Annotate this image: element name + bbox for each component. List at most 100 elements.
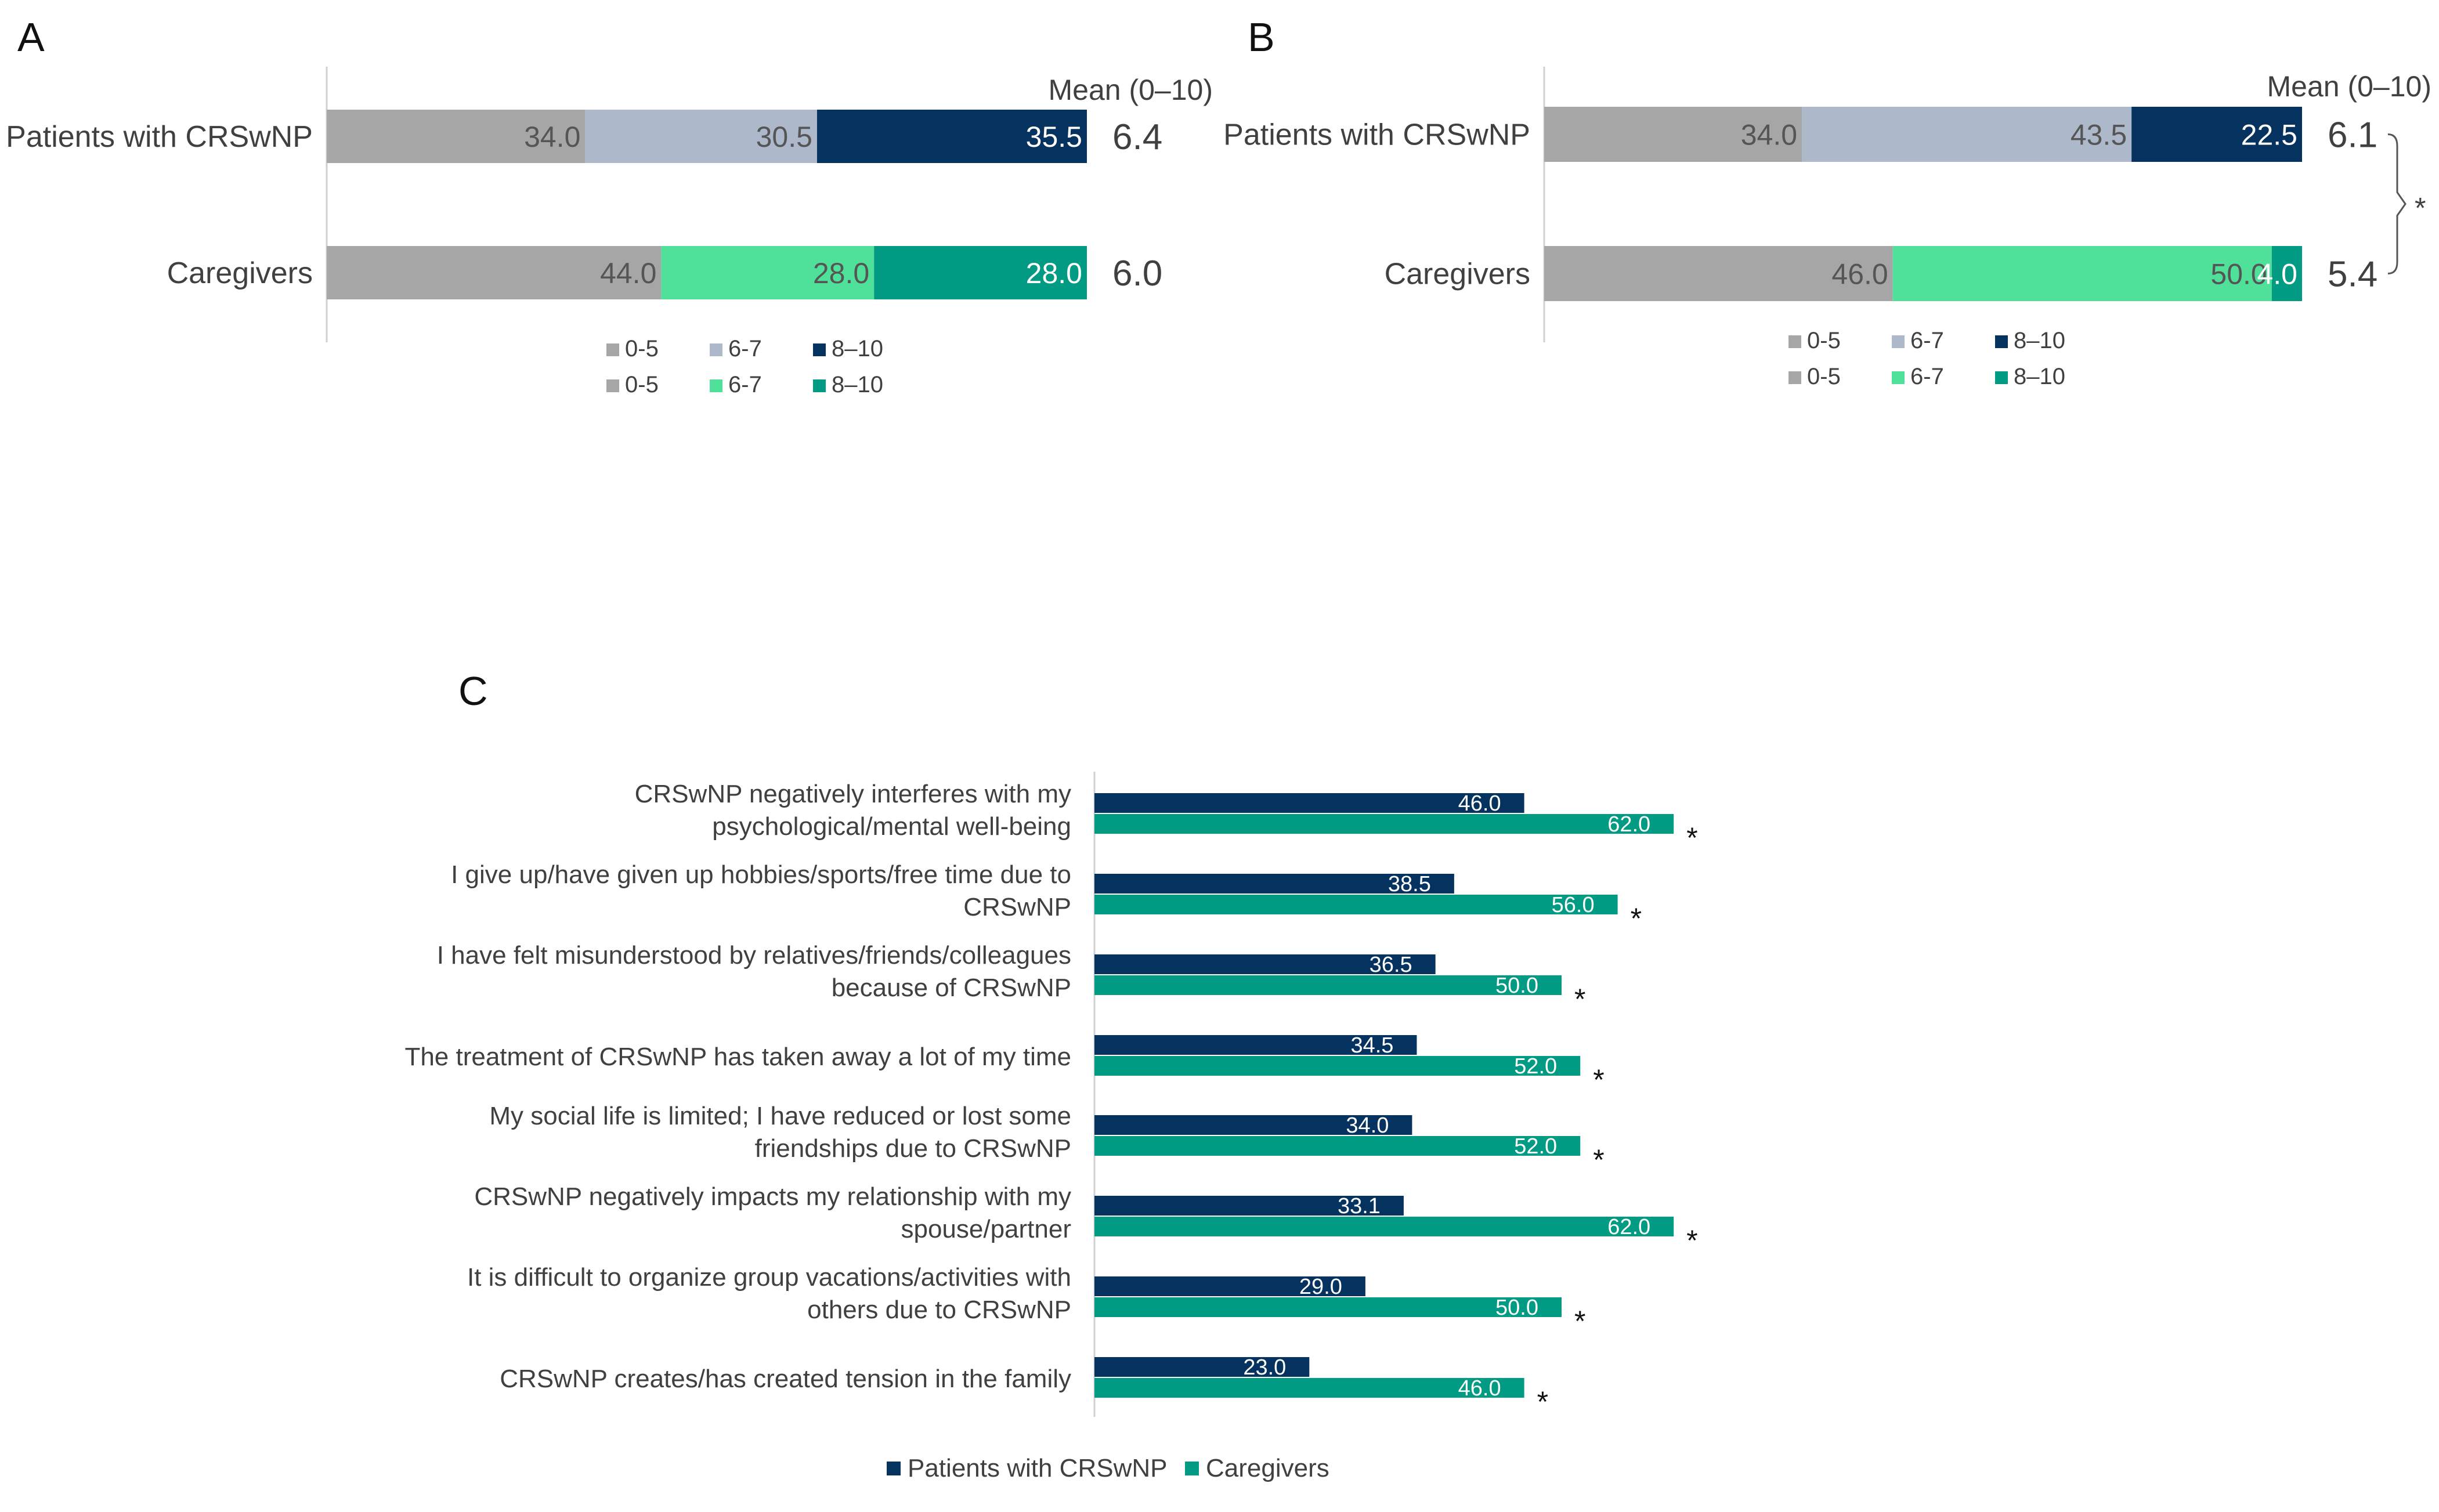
category-label: spouse/partner xyxy=(901,1215,1071,1243)
bar xyxy=(1094,1196,1404,1216)
category-label: psychological/mental well-being xyxy=(712,812,1071,841)
bar-segment xyxy=(2131,107,2302,162)
panel-letter: C xyxy=(458,668,488,714)
legend-label: 6-7 xyxy=(1910,364,1944,389)
bar-value-label: 46.0 xyxy=(1458,791,1501,816)
bar-segment xyxy=(874,246,1087,299)
significance-marker: * xyxy=(1593,1064,1604,1096)
legend-swatch xyxy=(606,379,619,392)
category-label: others due to CRSwNP xyxy=(807,1296,1071,1324)
legend-swatch xyxy=(710,343,722,356)
mean-header: Mean (0–10) xyxy=(2267,70,2432,103)
mean-value: 6.4 xyxy=(1112,117,1162,157)
bar xyxy=(1094,1035,1417,1055)
legend-swatch xyxy=(1995,335,2008,348)
category-label: CRSwNP creates/has created tension in th… xyxy=(500,1365,1071,1393)
category-label: friendships due to CRSwNP xyxy=(755,1134,1071,1163)
significance-marker: * xyxy=(2415,192,2426,225)
bar xyxy=(1094,895,1618,914)
row-label: Patients with CRSwNP xyxy=(6,120,313,154)
mean-value: 5.4 xyxy=(2328,255,2377,295)
segment-value-label: 50.0 xyxy=(2210,258,2267,291)
significance-marker: * xyxy=(1686,822,1697,854)
legend-swatch xyxy=(813,343,826,356)
legend-label: 0-5 xyxy=(625,372,659,397)
legend-swatch xyxy=(1788,335,1801,348)
bar-segment xyxy=(327,246,662,299)
row-label: Caregivers xyxy=(167,256,313,290)
bar-segment xyxy=(1544,246,1893,301)
bar xyxy=(1094,1056,1581,1076)
legend-label: 6-7 xyxy=(1910,328,1944,353)
bar-value-label: 33.1 xyxy=(1338,1194,1381,1218)
bar-value-label: 29.0 xyxy=(1299,1275,1342,1299)
bar-segment xyxy=(585,110,817,163)
bar-value-label: 34.0 xyxy=(1346,1113,1389,1138)
bar-value-label: 56.0 xyxy=(1552,893,1595,917)
legend-swatch xyxy=(710,379,722,392)
bar-segment xyxy=(816,110,1087,163)
significance-marker: * xyxy=(1574,1305,1585,1337)
bar xyxy=(1094,1357,1310,1377)
bar-value-label: 38.5 xyxy=(1388,872,1431,896)
bar-segment xyxy=(327,110,586,163)
bar-value-label: 52.0 xyxy=(1514,1054,1557,1079)
legend-swatch xyxy=(1788,371,1801,384)
bar xyxy=(1094,874,1454,894)
legend-label: 0-5 xyxy=(1807,364,1841,389)
legend-label: 8–10 xyxy=(832,372,883,397)
segment-value-label: 43.5 xyxy=(2071,119,2127,151)
mean-header: Mean (0–10) xyxy=(1049,74,1213,106)
bar xyxy=(1094,975,1562,995)
legend-label: 8–10 xyxy=(2014,328,2065,353)
segment-value-label: 30.5 xyxy=(756,121,812,153)
bar xyxy=(1094,1378,1524,1398)
bar xyxy=(1094,1115,1412,1135)
bar-value-label: 50.0 xyxy=(1495,974,1538,998)
category-label: CRSwNP xyxy=(963,893,1071,921)
row-label: Caregivers xyxy=(1385,258,1530,291)
legend-swatch xyxy=(606,343,619,356)
legend-label: Patients with CRSwNP xyxy=(908,1454,1167,1482)
category-label: CRSwNP negatively interferes with my xyxy=(635,780,1071,808)
bar-segment xyxy=(661,246,875,299)
mean-value: 6.1 xyxy=(2328,115,2377,155)
legend-label: 0-5 xyxy=(1807,328,1841,353)
segment-value-label: 28.0 xyxy=(1026,257,1082,290)
category-label: My social life is limited; I have reduce… xyxy=(489,1102,1071,1130)
segment-value-label: 34.0 xyxy=(1741,119,1797,151)
category-label: It is difficult to organize group vacati… xyxy=(467,1263,1071,1292)
segment-value-label: 28.0 xyxy=(813,257,869,290)
segment-value-label: 46.0 xyxy=(1831,258,1888,291)
segment-value-label: 35.5 xyxy=(1026,121,1082,153)
bar xyxy=(1094,954,1436,974)
bar xyxy=(1094,1297,1562,1317)
panel-b-chart: B Mean (0–10) Patients with CRSwNP 34.0 43.5… xyxy=(1223,15,2431,389)
legend-label: 6-7 xyxy=(728,372,762,397)
legend-swatch xyxy=(1892,371,1905,384)
segment-value-label: 4.0 xyxy=(2257,258,2297,291)
bar-segment xyxy=(1544,107,1802,162)
panel-letter: B xyxy=(1248,15,1275,60)
bar-value-label: 62.0 xyxy=(1607,1215,1650,1239)
category-label: I give up/have given up hobbies/sports/f… xyxy=(451,860,1071,889)
bar-value-label: 23.0 xyxy=(1243,1355,1286,1380)
legend-swatch xyxy=(1185,1462,1199,1475)
bar-value-label: 36.5 xyxy=(1370,953,1412,977)
significance-marker: * xyxy=(1631,902,1642,935)
legend-label: Caregivers xyxy=(1206,1454,1329,1482)
bar xyxy=(1094,793,1524,813)
bar-value-label: 50.0 xyxy=(1495,1296,1538,1320)
significance-marker: * xyxy=(1593,1144,1604,1176)
legend-label: 6-7 xyxy=(728,336,762,361)
bar xyxy=(1094,1276,1365,1296)
bar-segment xyxy=(2271,246,2302,301)
legend-label: 8–10 xyxy=(832,336,883,361)
legend-label: 0-5 xyxy=(625,336,659,361)
category-label: I have felt misunderstood by relatives/f… xyxy=(437,941,1071,970)
panel-a-chart: A Mean (0–10) Patients with CRSwNP 34.0 30.5… xyxy=(6,15,1213,397)
row-label: Patients with CRSwNP xyxy=(1223,118,1530,152)
category-label: The treatment of CRSwNP has taken away a… xyxy=(404,1043,1071,1071)
bar-segment xyxy=(1802,107,2132,162)
